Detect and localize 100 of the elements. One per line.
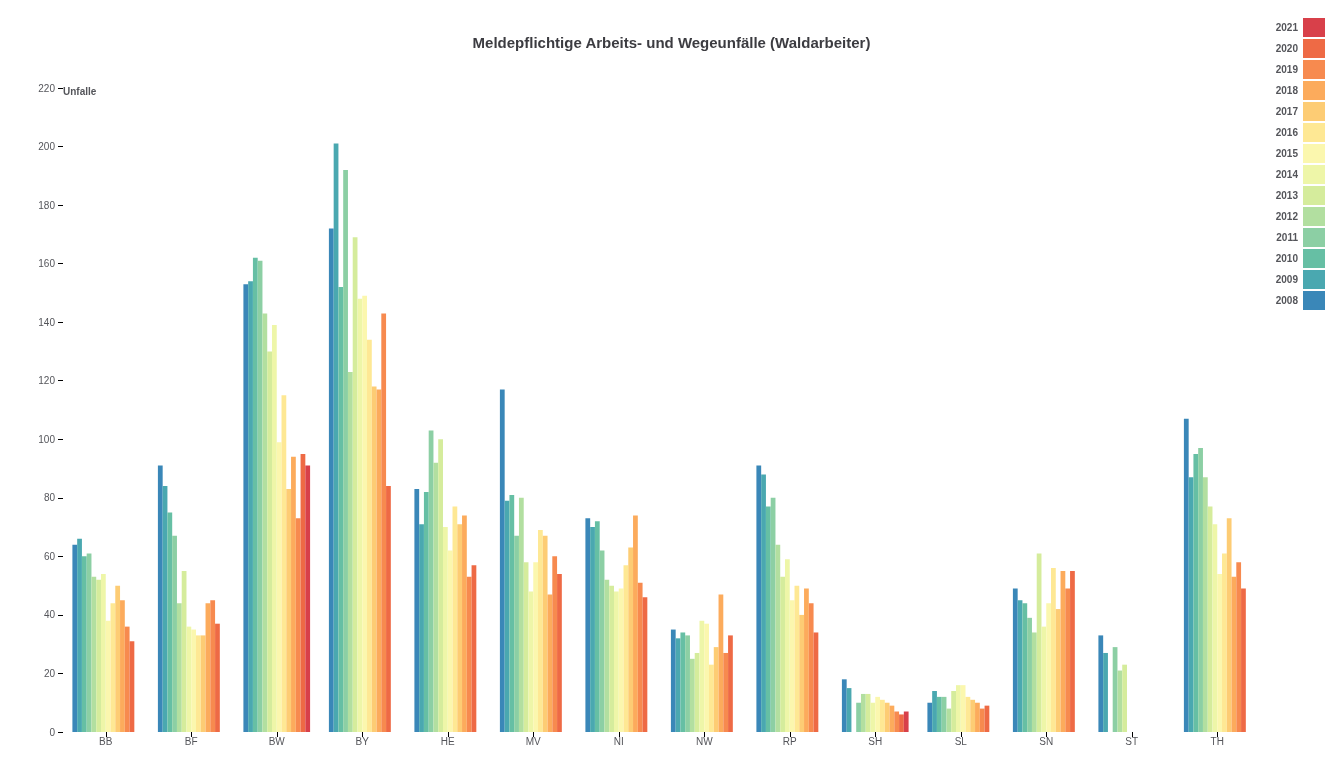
bar: [466, 576, 472, 732]
bar: [903, 711, 909, 732]
bar: [186, 626, 192, 732]
bar: [756, 465, 762, 732]
bar: [557, 573, 562, 732]
bar: [1212, 524, 1218, 732]
bar: [628, 547, 634, 732]
bar: [1222, 553, 1227, 732]
bar: [1031, 632, 1037, 732]
bar: [880, 699, 885, 732]
legend-label: 2014: [1275, 169, 1299, 180]
bar: [761, 474, 766, 732]
legend-label: 2009: [1275, 274, 1299, 285]
bar: [1217, 573, 1223, 732]
bar: [780, 576, 785, 732]
bar: [328, 228, 334, 732]
bar: [1122, 664, 1127, 732]
legend-label: 2016: [1275, 127, 1299, 138]
bar: [362, 295, 368, 732]
bar: [276, 442, 282, 732]
legend-label: 2018: [1275, 85, 1299, 96]
y-tick-label: 200: [38, 141, 56, 153]
bar: [1070, 571, 1075, 732]
legend-label: 2012: [1275, 211, 1299, 222]
bar: [728, 635, 733, 732]
x-tick-label: TH: [1210, 735, 1224, 747]
bar: [514, 535, 519, 732]
bar: [804, 588, 809, 732]
x-tick-label: SN: [1039, 735, 1054, 747]
bar: [291, 456, 296, 732]
legend-label: 2017: [1275, 106, 1299, 117]
bar: [105, 620, 111, 732]
bar: [1065, 588, 1071, 732]
bar: [1183, 418, 1189, 732]
bar: [243, 284, 249, 732]
bar: [1193, 453, 1199, 732]
bar: [295, 518, 301, 732]
legend-label: 2015: [1275, 148, 1299, 159]
bar: [371, 386, 377, 732]
bar: [200, 635, 206, 732]
bar: [799, 614, 805, 732]
bar: [1027, 617, 1032, 732]
bar: [884, 702, 890, 732]
bar: [1117, 670, 1123, 732]
y-tick-label: 80: [43, 492, 56, 504]
bar: [637, 582, 643, 732]
chart-title: Meldepflichtige Arbeits- und Wegeunfälle (Waldarbeiter): [472, 34, 871, 51]
bar: [808, 603, 814, 732]
x-tick-label: SH: [868, 735, 883, 747]
bar: [262, 313, 268, 732]
bar: [215, 623, 220, 732]
y-tick-label: 20: [43, 667, 56, 679]
y-tick-label: 60: [43, 550, 56, 562]
bar: [267, 351, 272, 732]
bar: [120, 600, 125, 732]
legend-label: 2020: [1275, 43, 1299, 54]
x-tick-label: BB: [99, 735, 113, 747]
x-tick-label: NI: [613, 735, 624, 747]
y-tick-label: 120: [38, 375, 56, 387]
bar: [91, 576, 97, 732]
bar: [670, 629, 676, 732]
bar: [433, 462, 439, 732]
bar: [357, 298, 363, 732]
bar: [955, 685, 961, 732]
bar: [1098, 635, 1104, 732]
bar: [860, 693, 866, 732]
bar: [338, 287, 344, 732]
bar: [975, 702, 980, 732]
bar: [419, 524, 424, 732]
bar: [856, 702, 861, 732]
bar: [713, 647, 719, 732]
bar: [286, 489, 292, 732]
bar: [423, 491, 429, 732]
bar: [115, 585, 121, 732]
bar: [1226, 518, 1232, 732]
bar: [765, 506, 771, 732]
bar: [438, 439, 443, 732]
bar: [590, 527, 595, 732]
bar: [875, 696, 881, 732]
x-tick-label: BF: [184, 735, 198, 747]
bar: [172, 535, 177, 732]
bar: [157, 465, 163, 732]
bar: [709, 664, 714, 732]
y-tick-label: 180: [38, 199, 56, 211]
bar: [528, 591, 534, 732]
bar: [538, 530, 543, 732]
bar: [1051, 568, 1056, 732]
y-axis-title: Unfalle: [63, 85, 97, 97]
bar: [841, 679, 847, 732]
bar: [899, 714, 904, 732]
x-tick-label: ST: [1125, 735, 1139, 747]
bar: [414, 489, 420, 732]
legend-label: 2008: [1275, 295, 1299, 306]
bar: [81, 556, 87, 732]
bar: [789, 600, 795, 732]
bar: [124, 626, 130, 732]
x-tick-label: BY: [355, 735, 370, 747]
bar: [1055, 609, 1061, 732]
bar: [979, 708, 985, 732]
bar: [196, 635, 201, 732]
